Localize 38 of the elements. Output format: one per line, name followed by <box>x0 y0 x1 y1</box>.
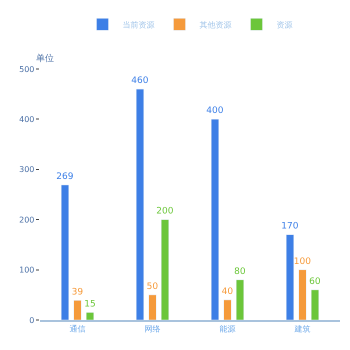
data-label: 100 <box>294 256 312 267</box>
y-tick-label: 200 <box>19 215 34 224</box>
bar <box>86 312 94 320</box>
legend-label: 其他资源 <box>200 20 232 30</box>
bar <box>136 88 144 320</box>
data-label: 15 <box>84 299 96 310</box>
bar <box>211 118 219 320</box>
y-tick-label: 400 <box>19 115 34 124</box>
bar <box>286 234 294 320</box>
data-label: 39 <box>72 287 84 298</box>
data-label: 460 <box>131 76 149 86</box>
legend-label: 当前资源 <box>122 20 154 30</box>
bar <box>161 219 169 320</box>
data-label: 269 <box>56 172 74 182</box>
bar <box>298 270 306 320</box>
bar <box>236 280 244 320</box>
x-tick-label: 通信 <box>70 324 86 334</box>
data-label: 50 <box>146 282 158 292</box>
y-tick-label: 100 <box>19 266 34 275</box>
data-label: 200 <box>156 206 174 217</box>
data-label: 80 <box>234 266 246 277</box>
x-tick-label: 能源 <box>220 324 236 334</box>
legend-label: 资源 <box>276 20 292 30</box>
bar <box>74 300 82 320</box>
y-tick-label: 500 <box>19 64 34 74</box>
data-label: 400 <box>206 106 224 116</box>
data-label: 60 <box>309 276 321 287</box>
bar <box>311 290 319 320</box>
bar <box>148 294 156 320</box>
x-tick-label: 建筑 <box>294 324 310 334</box>
bar <box>61 184 69 320</box>
y-tick-label: 0 <box>29 316 34 325</box>
x-tick-label: 网络 <box>144 324 160 334</box>
data-label: 170 <box>281 222 299 232</box>
y-tick-label: 300 <box>19 165 34 174</box>
bar <box>224 300 232 320</box>
y-axis-title: 单位 <box>36 53 54 64</box>
data-label: 40 <box>222 286 234 297</box>
